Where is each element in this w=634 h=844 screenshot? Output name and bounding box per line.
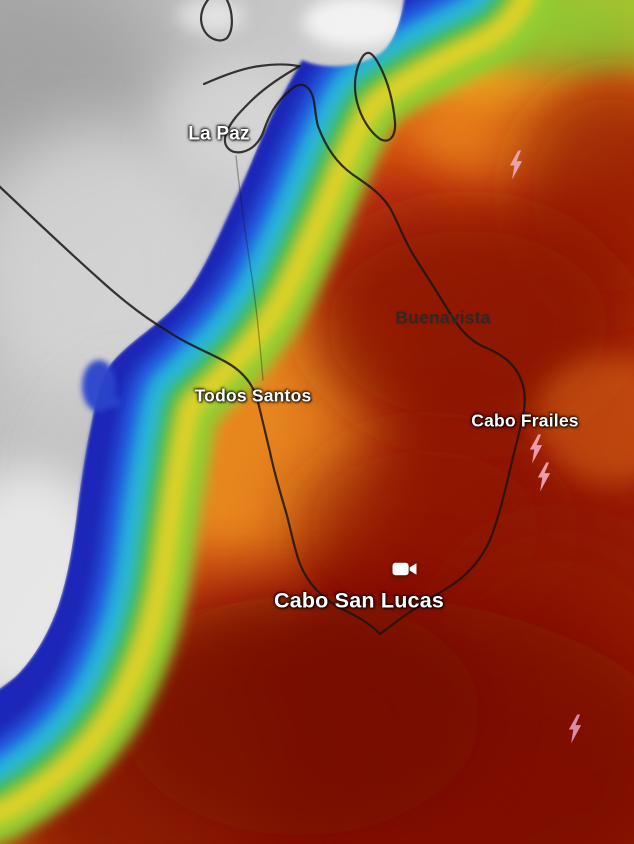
webcam-icon[interactable] — [392, 560, 418, 578]
lightning-strike-icon — [567, 714, 583, 744]
lightning-strike-icon — [528, 434, 544, 464]
lightning-strike-icon — [508, 150, 524, 180]
lightning-strike-icon — [536, 462, 552, 492]
